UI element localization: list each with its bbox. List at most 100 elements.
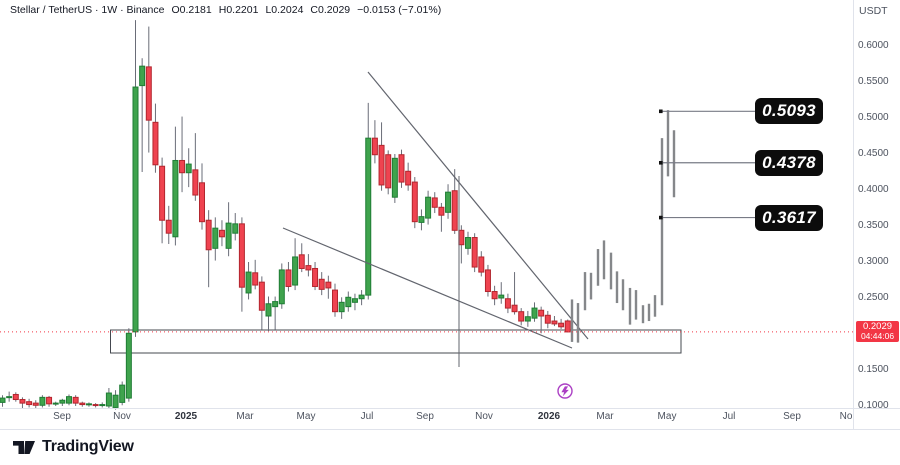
candle-body — [52, 402, 59, 405]
candle-body — [332, 289, 338, 313]
chart-canvas[interactable] — [0, 0, 853, 429]
candle-body — [425, 196, 432, 219]
footer-separator — [0, 429, 900, 430]
support-zone-box[interactable] — [110, 329, 682, 354]
tradingview-attribution[interactable]: TradingView — [12, 437, 134, 457]
candle-body — [511, 304, 518, 313]
candle-body — [438, 206, 445, 216]
candle-body — [351, 298, 358, 303]
candle-body — [458, 229, 465, 246]
ohlc-low: L0.2024 — [265, 4, 304, 16]
quote-currency-label: USDT — [859, 5, 888, 17]
candle-body — [524, 316, 531, 322]
time-tick-label: Sep — [53, 411, 71, 422]
tradingview-logo-icon — [13, 441, 35, 454]
candle-body — [564, 320, 571, 333]
time-tick-label: Nov — [113, 411, 131, 422]
ohlc-close: C0.2029 — [310, 4, 351, 16]
candle-body — [558, 322, 565, 328]
candle-body — [551, 320, 558, 325]
candle-body — [252, 272, 259, 286]
candle-body — [285, 269, 292, 287]
candle-body — [478, 256, 485, 273]
candle-body — [205, 219, 212, 251]
candle-body — [365, 137, 372, 296]
candle-body — [465, 237, 471, 249]
candle-body — [305, 265, 312, 271]
candle-body — [538, 309, 545, 317]
candle-body — [0, 397, 6, 403]
candle-body — [225, 222, 232, 249]
candle-body — [46, 396, 53, 405]
candle-body — [398, 154, 405, 183]
time-tick-label: Mar — [236, 411, 254, 422]
candle-body — [12, 393, 19, 401]
candle-body — [232, 223, 239, 234]
candle-body — [145, 66, 152, 121]
candle-body — [59, 399, 66, 404]
badge-countdown: 04:44:06 — [860, 331, 895, 342]
candle-body — [245, 271, 252, 294]
candle-body — [385, 154, 392, 189]
candle-body — [218, 229, 225, 238]
candle-body — [105, 392, 112, 407]
candle-body — [504, 298, 511, 309]
time-tick-label: Jul — [360, 411, 374, 422]
candle-body — [451, 190, 458, 231]
candle-body — [172, 159, 179, 238]
candle-body — [378, 144, 385, 186]
badge-price: 0.2029 — [862, 321, 893, 333]
candle-body — [6, 396, 13, 399]
time-tick-label: 2025 — [174, 411, 198, 422]
candle-body — [212, 227, 219, 249]
candle-body — [112, 394, 119, 408]
candle-body — [411, 181, 418, 223]
price-axis-separator — [853, 0, 854, 429]
candle-body — [165, 219, 172, 234]
candle-body — [544, 314, 551, 324]
chart-legend: Stellar / TetherUS · 1W · Binance O0.218… — [10, 4, 441, 16]
trendline[interactable] — [367, 71, 589, 340]
price-tick-label: 0.4500 — [858, 148, 889, 159]
time-tick-label: No — [839, 411, 853, 422]
candle-body — [325, 281, 332, 289]
lightning-bolt-glyph — [561, 386, 569, 397]
candle-body — [318, 278, 325, 290]
candle-body — [405, 170, 412, 186]
ohlc-high: H0.2201 — [218, 4, 259, 16]
ohlc-open: O0.2181 — [171, 4, 212, 16]
price-target-label[interactable]: 0.3617 — [755, 204, 823, 231]
time-tick-label: Sep — [783, 411, 801, 422]
price-tick-label: 0.4000 — [858, 184, 889, 195]
candle-body — [272, 301, 279, 308]
price-tick-label: 0.1500 — [858, 364, 889, 375]
candle-body — [471, 237, 478, 268]
brand-name: TradingView — [42, 438, 134, 455]
candle-body — [391, 157, 398, 198]
candle-body — [72, 396, 79, 404]
price-target-label[interactable]: 0.4378 — [755, 149, 823, 176]
price-target-label[interactable]: 0.5093 — [755, 98, 823, 125]
candle-body — [119, 384, 126, 403]
candle-body — [278, 269, 285, 305]
time-tick-label: Mar — [596, 411, 614, 422]
candle-body — [531, 307, 538, 319]
candle-body — [66, 396, 72, 404]
trendline[interactable] — [282, 227, 573, 349]
candle-body — [371, 137, 378, 156]
time-tick-label: Jul — [722, 411, 736, 422]
candle-body — [192, 169, 199, 196]
price-tick-label: 0.2500 — [858, 292, 889, 303]
candle-body — [85, 403, 92, 406]
candle-body — [418, 216, 425, 223]
candle-body — [19, 399, 26, 404]
time-tick-label: 2026 — [537, 411, 561, 422]
candle-body — [431, 197, 438, 208]
price-tick-label: 0.3000 — [858, 256, 889, 267]
candle-body — [152, 121, 159, 166]
candle-body — [298, 254, 305, 269]
candle-body — [99, 404, 106, 407]
current-price-badge: 0.2029 04:44:06 — [856, 321, 899, 343]
candle-body — [265, 303, 272, 317]
